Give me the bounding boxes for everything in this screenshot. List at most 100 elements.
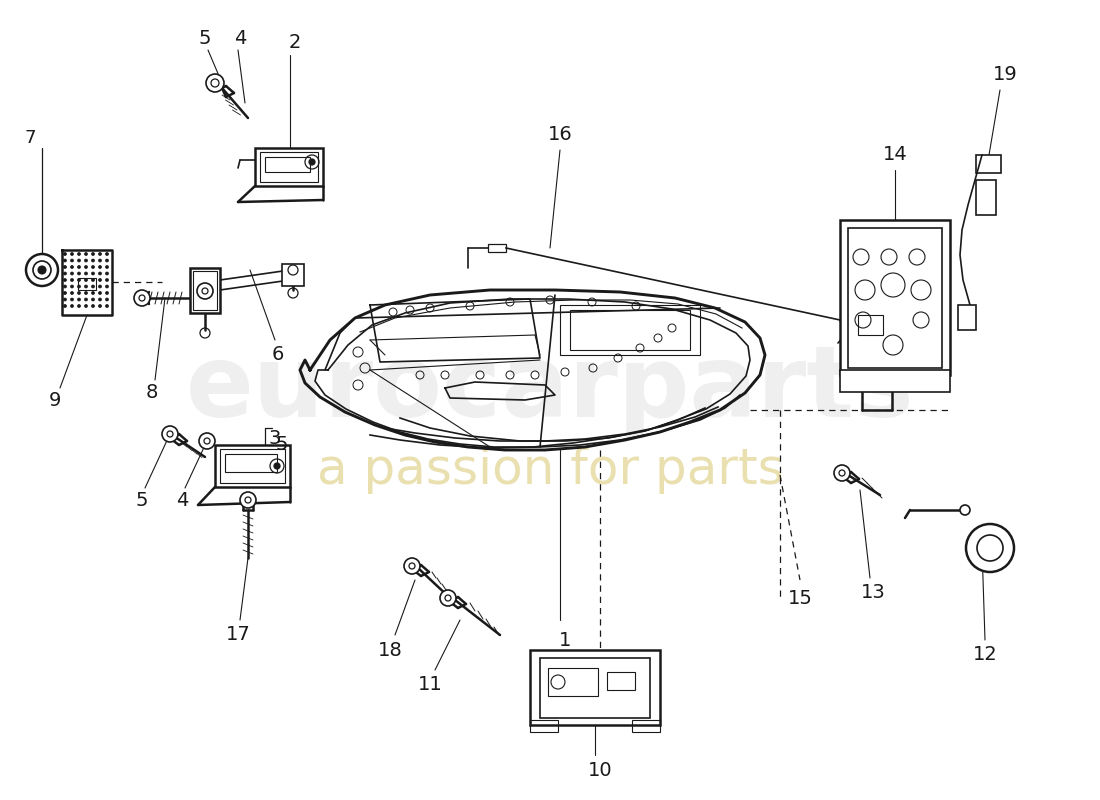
Circle shape bbox=[91, 259, 95, 262]
Circle shape bbox=[91, 298, 95, 301]
Circle shape bbox=[99, 266, 101, 269]
Circle shape bbox=[106, 278, 109, 282]
Text: 12: 12 bbox=[972, 646, 998, 665]
Circle shape bbox=[70, 298, 74, 301]
Text: 17: 17 bbox=[226, 626, 251, 645]
Circle shape bbox=[162, 426, 178, 442]
Circle shape bbox=[91, 253, 95, 255]
Circle shape bbox=[77, 266, 80, 269]
Bar bbox=[260, 152, 318, 182]
Circle shape bbox=[64, 298, 66, 301]
Circle shape bbox=[197, 283, 213, 299]
Circle shape bbox=[85, 298, 88, 301]
Text: 15: 15 bbox=[788, 589, 813, 607]
Bar bbox=[190, 268, 220, 313]
Text: 16: 16 bbox=[548, 126, 572, 145]
Circle shape bbox=[99, 285, 101, 288]
Text: 14: 14 bbox=[882, 146, 908, 165]
Circle shape bbox=[834, 465, 850, 481]
Text: 8: 8 bbox=[146, 383, 158, 402]
Text: 3: 3 bbox=[268, 429, 282, 447]
Bar bbox=[192, 271, 217, 310]
Bar bbox=[282, 264, 304, 286]
Bar bbox=[976, 155, 1001, 173]
Bar bbox=[78, 278, 96, 290]
Text: 19: 19 bbox=[992, 66, 1018, 85]
Circle shape bbox=[85, 291, 88, 294]
Circle shape bbox=[70, 266, 74, 269]
Circle shape bbox=[77, 253, 80, 255]
Text: 13: 13 bbox=[860, 582, 886, 602]
Circle shape bbox=[106, 291, 109, 294]
Bar bbox=[570, 310, 690, 350]
Bar bbox=[214, 445, 290, 487]
Circle shape bbox=[64, 259, 66, 262]
Circle shape bbox=[77, 285, 80, 288]
Circle shape bbox=[199, 433, 214, 449]
Circle shape bbox=[64, 253, 66, 255]
Bar bbox=[548, 668, 598, 696]
Circle shape bbox=[99, 305, 101, 307]
Circle shape bbox=[77, 272, 80, 275]
Bar bbox=[530, 650, 660, 725]
Circle shape bbox=[274, 463, 280, 469]
Circle shape bbox=[70, 272, 74, 275]
Circle shape bbox=[404, 558, 420, 574]
Circle shape bbox=[64, 285, 66, 288]
Circle shape bbox=[134, 290, 150, 306]
Bar bbox=[560, 305, 700, 355]
Circle shape bbox=[960, 505, 970, 515]
Circle shape bbox=[64, 278, 66, 282]
Circle shape bbox=[966, 524, 1014, 572]
Circle shape bbox=[85, 278, 88, 282]
Bar bbox=[840, 220, 950, 375]
Circle shape bbox=[70, 259, 74, 262]
Bar bbox=[540, 658, 650, 718]
Circle shape bbox=[70, 291, 74, 294]
Circle shape bbox=[99, 259, 101, 262]
Bar bbox=[607, 672, 635, 690]
Circle shape bbox=[70, 253, 74, 255]
Circle shape bbox=[77, 298, 80, 301]
Circle shape bbox=[64, 291, 66, 294]
Circle shape bbox=[91, 285, 95, 288]
Circle shape bbox=[309, 159, 315, 165]
Circle shape bbox=[85, 266, 88, 269]
Bar bbox=[632, 720, 660, 732]
Circle shape bbox=[39, 266, 46, 274]
Text: 7: 7 bbox=[24, 129, 35, 147]
Circle shape bbox=[64, 272, 66, 275]
Text: 4: 4 bbox=[176, 490, 188, 510]
Circle shape bbox=[70, 278, 74, 282]
Circle shape bbox=[91, 305, 95, 307]
Circle shape bbox=[99, 272, 101, 275]
Text: 4: 4 bbox=[234, 29, 246, 47]
Bar bbox=[976, 180, 996, 215]
Circle shape bbox=[77, 305, 80, 307]
Bar bbox=[858, 315, 883, 335]
Circle shape bbox=[440, 590, 456, 606]
Circle shape bbox=[106, 305, 109, 307]
Circle shape bbox=[85, 272, 88, 275]
Bar bbox=[220, 449, 285, 483]
Circle shape bbox=[106, 272, 109, 275]
Text: 6: 6 bbox=[272, 346, 284, 365]
Text: eurocarparts: eurocarparts bbox=[186, 342, 914, 438]
Circle shape bbox=[70, 285, 74, 288]
Text: 5: 5 bbox=[199, 29, 211, 47]
Text: 11: 11 bbox=[418, 675, 442, 694]
Circle shape bbox=[85, 285, 88, 288]
Circle shape bbox=[64, 305, 66, 307]
Bar bbox=[226, 454, 277, 472]
Circle shape bbox=[26, 254, 58, 286]
Circle shape bbox=[85, 305, 88, 307]
Text: 1: 1 bbox=[559, 630, 571, 650]
Circle shape bbox=[85, 253, 88, 255]
Text: 9: 9 bbox=[48, 390, 62, 410]
Text: 18: 18 bbox=[377, 641, 403, 659]
Circle shape bbox=[70, 305, 74, 307]
Bar bbox=[255, 148, 323, 186]
Text: 5: 5 bbox=[135, 490, 149, 510]
Text: a passion for parts: a passion for parts bbox=[317, 446, 783, 494]
Text: 5: 5 bbox=[276, 434, 288, 454]
